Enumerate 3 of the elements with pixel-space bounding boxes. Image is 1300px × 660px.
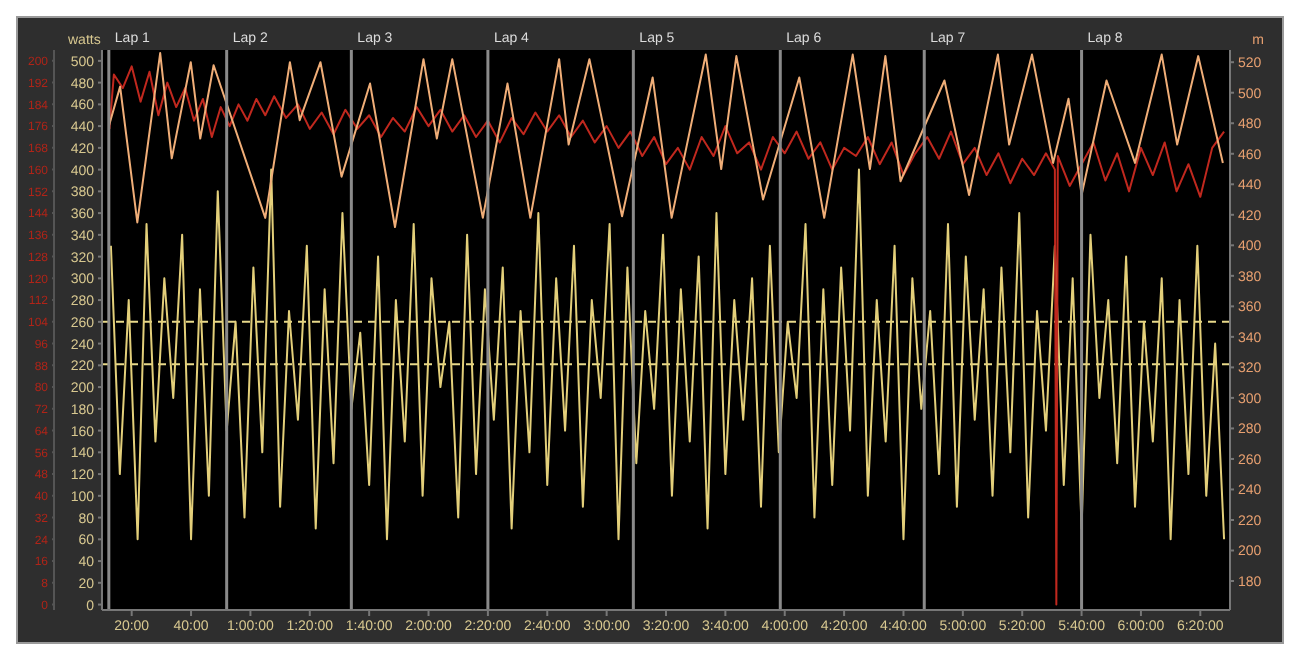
line-series bbox=[109, 168, 1226, 541]
line-series bbox=[107, 52, 1224, 228]
line-series bbox=[108, 65, 1226, 606]
